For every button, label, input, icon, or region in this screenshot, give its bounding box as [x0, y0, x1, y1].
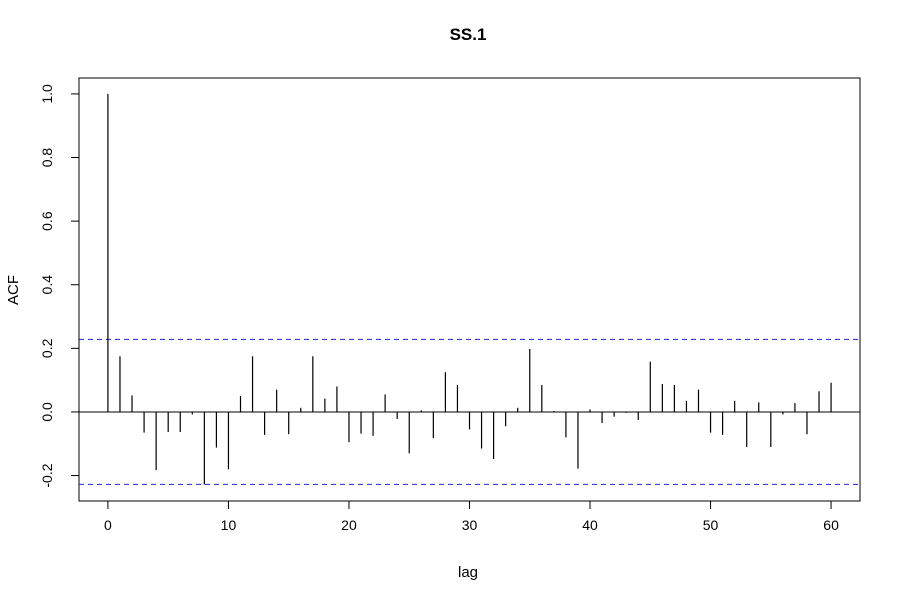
- chart-title: SS.1: [450, 25, 487, 44]
- y-tick-label-0.6: 0.6: [39, 211, 55, 231]
- x-tick-label-40: 40: [582, 517, 598, 533]
- x-axis: 0 10 20 30 40 50 60: [104, 500, 839, 533]
- x-axis-label: lag: [458, 564, 478, 581]
- y-tick-label-0.4: 0.4: [39, 275, 55, 295]
- y-tick-label-0.8: 0.8: [39, 148, 55, 168]
- confidence-bounds: [79, 338, 860, 486]
- y-tick-label-0.2: 0.2: [39, 338, 55, 358]
- x-tick-label-0: 0: [104, 517, 112, 533]
- y-tick-label--0.2: -0.2: [39, 463, 55, 487]
- x-tick-label-50: 50: [703, 517, 719, 533]
- y-axis: -0.2 0.0 0.2 0.4 0.6 0.8 1.0: [39, 84, 80, 488]
- x-tick-label-20: 20: [341, 517, 357, 533]
- x-tick-label-60: 60: [823, 517, 839, 533]
- acf-bars: [107, 93, 832, 485]
- y-tick-label-0.0: 0.0: [39, 402, 55, 422]
- x-tick-label-30: 30: [462, 517, 478, 533]
- x-tick-label-10: 10: [221, 517, 237, 533]
- y-axis-label: ACF: [5, 275, 22, 305]
- y-tick-label-1.0: 1.0: [39, 84, 55, 104]
- plot-frame: [78, 77, 861, 502]
